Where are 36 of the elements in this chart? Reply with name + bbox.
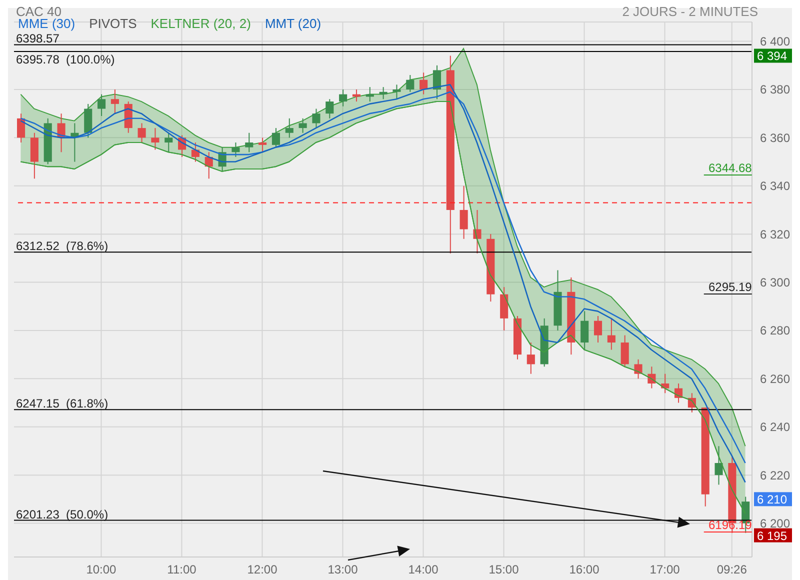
x-tick-label: 14:00	[408, 562, 439, 577]
x-tick-label: 11:00	[167, 562, 197, 577]
y-tick-label: 6 360	[760, 130, 790, 145]
y-tick-label: 6 220	[760, 468, 790, 482]
y-tick-label: 6 400	[760, 34, 790, 49]
ref-line-label: 6395.78 (100.0%)	[16, 52, 115, 66]
annotation: 6 394	[757, 49, 788, 64]
y-tick-label: 6 260	[760, 372, 790, 386]
chart-subtitle: 2 JOURS - 2 MINUTES	[622, 4, 758, 19]
y-tick-label: 6 340	[760, 179, 790, 194]
ref-line-label: 6312.52 (78.6%)	[16, 239, 108, 254]
y-tick-label: 6 280	[760, 324, 790, 338]
y-tick-label: 6 300	[760, 276, 790, 290]
y-tick-label: 6 380	[760, 82, 790, 97]
annotation: 6295.19	[708, 280, 752, 294]
x-tick-label: 13:00	[328, 562, 358, 577]
y-tick-label: 6 240	[760, 420, 790, 434]
ref-line-label: 6201.23 (50.0%)	[16, 507, 108, 522]
x-tick-label: 16:00	[569, 562, 600, 577]
chart-title: CAC 40	[16, 4, 62, 19]
x-tick-label: 10:00	[86, 562, 117, 577]
annotation: 6 195	[757, 528, 788, 543]
ref-line-label: 6398.57	[16, 32, 60, 46]
text: KELTNER (20, 2)	[150, 16, 251, 31]
annotation: 6 210	[757, 492, 788, 507]
text: MMT (20)	[264, 16, 322, 31]
ref-line-label: 6247.15 (61.8%)	[16, 396, 108, 411]
y-tick-label: 6 320	[760, 227, 790, 242]
annotation: PIVOTS	[89, 16, 137, 31]
x-tick-label: 12:00	[247, 562, 278, 577]
x-tick-label: 17:00	[650, 562, 680, 577]
y-tick-label: 6 200	[760, 516, 790, 531]
text: MME (30)	[18, 16, 76, 31]
annotation: 6344.68	[708, 161, 752, 175]
x-tick-label: 15:00	[488, 562, 520, 577]
x-tick-label: 09:26	[716, 562, 748, 577]
